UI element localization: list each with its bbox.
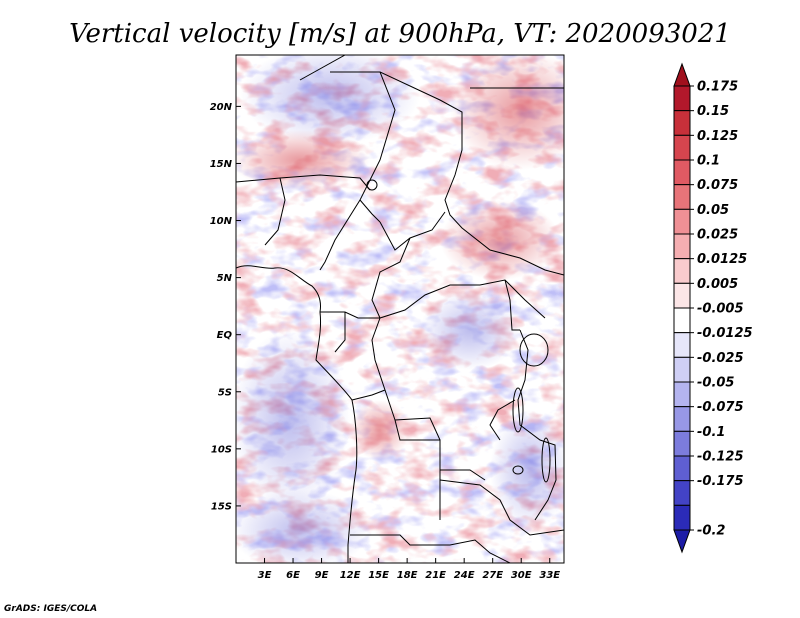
colorbar-label: -0.075	[697, 400, 744, 415]
lat-tick-label: 15S	[211, 501, 232, 512]
colorbar-swatch	[673, 282, 691, 309]
colorbar-swatch	[673, 159, 691, 186]
colorbar-label: 0.175	[697, 80, 738, 95]
lon-tick-label: 33E	[539, 570, 560, 581]
colorbar-swatch	[673, 233, 691, 260]
colorbar-label: -0.005	[697, 302, 744, 317]
colorbar-label: 0.15	[697, 104, 729, 119]
map-panel: 20N 15N 10N 5N EQ 5S 10S 15S 3E 6E 9E 12E 15E 18E 21E…	[210, 54, 565, 581]
lon-tick-label: 30E	[511, 570, 532, 581]
colorbar-swatch	[673, 184, 691, 210]
grads-credit: GrADS: IGES/COLA	[4, 604, 97, 614]
lon-tick-label: 18E	[397, 570, 418, 581]
colorbar-swatch	[673, 85, 691, 112]
colorbar-label: -0.1	[697, 425, 725, 440]
latitude-axis: 20N 15N 10N 5N EQ 5S 10S 15S	[210, 102, 241, 512]
colorbar-label: 0.025	[697, 228, 738, 243]
colorbar-bottom-arrow	[673, 529, 691, 554]
lat-tick-label: EQ	[217, 330, 233, 341]
lon-tick-label: 24E	[454, 570, 475, 581]
lon-tick-label: 3E	[258, 570, 272, 581]
lat-tick-label: 15N	[210, 159, 233, 170]
colorbar-label: -0.0125	[697, 326, 753, 341]
colorbar-swatch	[673, 406, 691, 432]
lat-tick-label: 5S	[218, 387, 232, 398]
colorbar-label: 0.075	[697, 178, 738, 193]
colorbar-swatch	[673, 110, 691, 136]
lon-tick-label: 6E	[286, 570, 300, 581]
map-frame	[235, 54, 565, 564]
colorbar-label: 0.1	[697, 154, 720, 169]
colorbar-label: -0.05	[697, 376, 734, 391]
lon-tick-label: 21E	[425, 570, 446, 581]
colorbar-swatch	[673, 455, 691, 482]
lon-tick-label: 9E	[315, 570, 329, 581]
country-borders	[236, 55, 564, 563]
colorbar-label: -0.2	[697, 524, 725, 539]
chart-title: Vertical velocity [m/s] at 900hPa, VT: 2…	[69, 19, 731, 49]
velocity-field	[236, 55, 564, 563]
lat-tick-label: 20N	[210, 102, 233, 113]
colorbar-label: -0.025	[697, 351, 744, 366]
colorbar-swatch	[673, 480, 691, 506]
colorbar-label: 0.005	[697, 277, 738, 292]
colorbar: 0.175 0.15 0.125 0.1 0.075 0.05 0.025 0.0125 0.0…	[673, 62, 753, 554]
colorbar-swatch	[673, 208, 691, 235]
colorbar-swatch	[673, 356, 691, 383]
colorbar-label: -0.175	[697, 474, 744, 489]
lon-tick-label: 12E	[340, 570, 361, 581]
colorbar-label: 0.125	[697, 129, 738, 144]
colorbar-label: -0.125	[697, 450, 744, 465]
colorbar-swatch	[673, 332, 691, 358]
longitude-axis: 3E 6E 9E 12E 15E 18E 21E 24E 27E 30E 33E	[258, 558, 560, 581]
colorbar-swatch	[673, 134, 691, 161]
colorbar-swatch	[673, 430, 691, 457]
colorbar-swatch	[673, 258, 691, 284]
colorbar-label: 0.0125	[697, 252, 747, 267]
lat-tick-label: 10N	[210, 216, 233, 227]
lat-tick-label: 10S	[211, 444, 232, 455]
colorbar-label: 0.05	[697, 203, 729, 218]
lon-tick-label: 27E	[482, 570, 503, 581]
lakes	[366, 179, 551, 483]
lon-tick-label: 15E	[368, 570, 389, 581]
colorbar-swatch	[673, 307, 691, 334]
colorbar-swatch	[673, 381, 691, 408]
colorbar-swatch	[673, 504, 691, 531]
colorbar-top-arrow	[673, 62, 691, 87]
lat-tick-label: 5N	[217, 273, 233, 284]
